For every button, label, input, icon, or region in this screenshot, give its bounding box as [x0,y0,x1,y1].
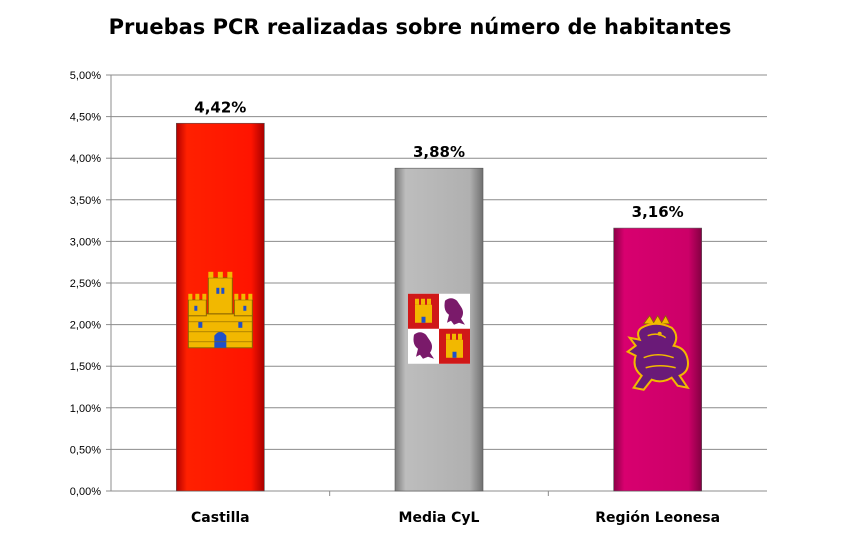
y-tick-label: 2,50% [70,278,101,290]
category-label: Castilla [191,510,250,526]
data-label: 4,42% [194,98,246,116]
y-tick-label: 3,50% [70,195,101,207]
x-axis-category-labels: Castilla Media CyL Región Leonesa [191,510,720,526]
category-label: Media CyL [399,510,480,526]
y-tick-label: 4,50% [70,112,101,124]
quartered-castle-lion-arms-icon [408,293,470,364]
chart-title: Pruebas PCR realizadas sobre número de h… [109,15,732,39]
y-tick-label: 1,50% [70,361,101,373]
rampant-lion-icon [625,314,690,391]
y-tick-label: 0,50% [70,444,101,456]
castle-emblem-icon [187,271,253,349]
y-tick-label: 2,00% [70,320,101,332]
y-tick-label: 1,00% [70,403,101,415]
data-labels: 4,42% 3,88% 3,16% [194,98,683,221]
y-tick-label: 3,00% [70,236,101,248]
bar-emblems [187,271,690,391]
y-axis-tick-labels: 0,00% 0,50% 1,00% 1,50% 2,00% 2,50% 3,00% 3,50%… [70,70,101,498]
category-label: Región Leonesa [595,510,720,526]
data-label: 3,16% [632,203,684,221]
y-tick-label: 4,00% [70,153,101,165]
data-label: 3,88% [413,143,465,161]
y-tick-label: 5,00% [70,70,101,82]
y-tick-label: 0,00% [70,486,101,498]
